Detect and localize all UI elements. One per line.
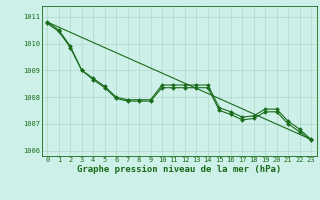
X-axis label: Graphe pression niveau de la mer (hPa): Graphe pression niveau de la mer (hPa) [77, 165, 281, 174]
